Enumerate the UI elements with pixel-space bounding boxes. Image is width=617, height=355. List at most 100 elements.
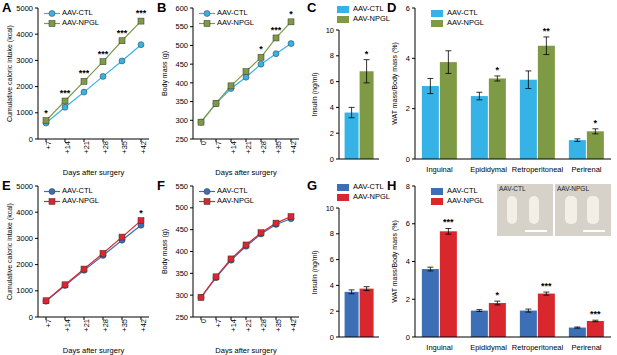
svg-text:5000: 5000 bbox=[16, 182, 33, 191]
svg-text:Epididymal: Epididymal bbox=[470, 343, 507, 352]
svg-text:+42: +42 bbox=[139, 319, 148, 332]
svg-text:***: *** bbox=[98, 49, 109, 59]
svg-text:***: *** bbox=[117, 28, 128, 38]
svg-text:+7: +7 bbox=[44, 141, 53, 150]
svg-text:2: 2 bbox=[330, 307, 334, 316]
svg-text:0: 0 bbox=[406, 333, 410, 342]
svg-text:Body mass (g): Body mass (g) bbox=[161, 229, 169, 274]
svg-text:8: 8 bbox=[330, 229, 334, 238]
svg-text:+14: +14 bbox=[229, 319, 238, 332]
svg-text:Days after surgery: Days after surgery bbox=[215, 168, 277, 177]
svg-text:2: 2 bbox=[406, 295, 410, 304]
svg-text:***: *** bbox=[443, 217, 454, 227]
svg-text:+35: +35 bbox=[120, 141, 129, 154]
svg-text:Retroperitoneal: Retroperitoneal bbox=[512, 165, 564, 174]
svg-text:+28: +28 bbox=[101, 319, 110, 332]
svg-text:4: 4 bbox=[330, 281, 334, 290]
svg-text:+35: +35 bbox=[120, 319, 129, 332]
svg-text:***: *** bbox=[60, 88, 71, 98]
svg-text:+21: +21 bbox=[244, 319, 253, 332]
svg-text:Body mass (g): Body mass (g) bbox=[161, 51, 169, 96]
svg-text:6: 6 bbox=[406, 4, 410, 13]
svg-text:2000: 2000 bbox=[16, 260, 33, 269]
svg-text:4: 4 bbox=[330, 103, 334, 112]
svg-text:***: *** bbox=[590, 309, 601, 319]
svg-text:10: 10 bbox=[326, 26, 334, 35]
svg-text:500: 500 bbox=[175, 41, 188, 50]
svg-text:250: 250 bbox=[175, 135, 188, 144]
svg-text:*: * bbox=[594, 118, 598, 128]
svg-text:***: *** bbox=[271, 25, 282, 35]
svg-text:+21: +21 bbox=[82, 319, 91, 332]
svg-text:*: * bbox=[496, 65, 500, 75]
svg-text:350: 350 bbox=[175, 269, 188, 278]
svg-text:+42: +42 bbox=[289, 319, 298, 332]
svg-text:600: 600 bbox=[175, 4, 188, 13]
svg-text:1000: 1000 bbox=[16, 286, 33, 295]
svg-text:400: 400 bbox=[175, 79, 188, 88]
svg-text:WAT mass/Body mass (%): WAT mass/Body mass (%) bbox=[391, 42, 399, 125]
svg-text:0: 0 bbox=[406, 155, 410, 164]
svg-text:0: 0 bbox=[199, 319, 208, 323]
svg-text:+7: +7 bbox=[214, 141, 223, 150]
svg-text:2: 2 bbox=[406, 104, 410, 113]
svg-text:+21: +21 bbox=[82, 141, 91, 154]
svg-text:+28: +28 bbox=[259, 141, 268, 154]
svg-text:1000: 1000 bbox=[16, 108, 33, 117]
svg-text:+42: +42 bbox=[139, 141, 148, 154]
svg-text:3000: 3000 bbox=[16, 234, 33, 243]
svg-text:Inguinal: Inguinal bbox=[426, 343, 453, 352]
svg-text:4: 4 bbox=[406, 257, 410, 266]
svg-text:4: 4 bbox=[406, 54, 410, 63]
svg-text:*: * bbox=[139, 208, 143, 218]
svg-text:4000: 4000 bbox=[16, 30, 33, 39]
svg-text:550: 550 bbox=[175, 182, 188, 191]
svg-text:Cumulative caloric intake (kca: Cumulative caloric intake (kcal) bbox=[6, 203, 14, 300]
svg-text:+35: +35 bbox=[274, 319, 283, 332]
svg-text:WAT mass/Body mass (%): WAT mass/Body mass (%) bbox=[391, 220, 399, 303]
svg-text:Days after surgery: Days after surgery bbox=[215, 346, 277, 355]
svg-text:*: * bbox=[44, 108, 48, 118]
svg-text:350: 350 bbox=[175, 97, 188, 106]
svg-text:+35: +35 bbox=[274, 141, 283, 154]
svg-text:Cumulative caloric intake (kca: Cumulative caloric intake (kcal) bbox=[6, 25, 14, 122]
svg-text:*: * bbox=[289, 9, 293, 19]
svg-text:Days after surgery: Days after surgery bbox=[63, 346, 125, 355]
svg-text:*: * bbox=[365, 49, 369, 59]
svg-text:2000: 2000 bbox=[16, 82, 33, 91]
svg-text:3000: 3000 bbox=[16, 56, 33, 65]
svg-text:10: 10 bbox=[326, 204, 334, 213]
svg-text:400: 400 bbox=[175, 247, 188, 256]
svg-text:***: *** bbox=[136, 8, 147, 18]
svg-text:0: 0 bbox=[330, 155, 334, 164]
svg-text:0: 0 bbox=[29, 313, 33, 322]
svg-text:***: *** bbox=[541, 281, 552, 291]
svg-text:450: 450 bbox=[175, 60, 188, 69]
svg-text:500: 500 bbox=[175, 203, 188, 212]
svg-text:2: 2 bbox=[330, 129, 334, 138]
svg-text:+28: +28 bbox=[259, 319, 268, 332]
svg-text:0: 0 bbox=[29, 135, 33, 144]
svg-text:Retroperitoneal: Retroperitoneal bbox=[512, 343, 564, 352]
svg-text:Perirenal: Perirenal bbox=[571, 165, 601, 174]
svg-text:Insulin (ng/ml): Insulin (ng/ml) bbox=[311, 251, 319, 295]
svg-text:Insulin (ng/ml): Insulin (ng/ml) bbox=[311, 73, 319, 117]
svg-text:0: 0 bbox=[330, 333, 334, 342]
svg-text:300: 300 bbox=[175, 291, 188, 300]
svg-text:6: 6 bbox=[330, 77, 334, 86]
svg-text:**: ** bbox=[543, 26, 551, 36]
svg-text:Inguinal: Inguinal bbox=[426, 165, 453, 174]
svg-text:450: 450 bbox=[175, 225, 188, 234]
svg-text:+7: +7 bbox=[44, 319, 53, 328]
svg-text:*: * bbox=[496, 290, 500, 300]
svg-text:Perirenal: Perirenal bbox=[571, 343, 601, 352]
svg-text:+14: +14 bbox=[229, 141, 238, 154]
svg-text:0: 0 bbox=[199, 141, 208, 145]
svg-text:+28: +28 bbox=[101, 141, 110, 154]
svg-text:8: 8 bbox=[330, 51, 334, 60]
svg-text:300: 300 bbox=[175, 116, 188, 125]
svg-text:+7: +7 bbox=[214, 319, 223, 328]
svg-text:+21: +21 bbox=[244, 141, 253, 154]
svg-text:4000: 4000 bbox=[16, 208, 33, 217]
svg-text:Days after surgery: Days after surgery bbox=[63, 168, 125, 177]
